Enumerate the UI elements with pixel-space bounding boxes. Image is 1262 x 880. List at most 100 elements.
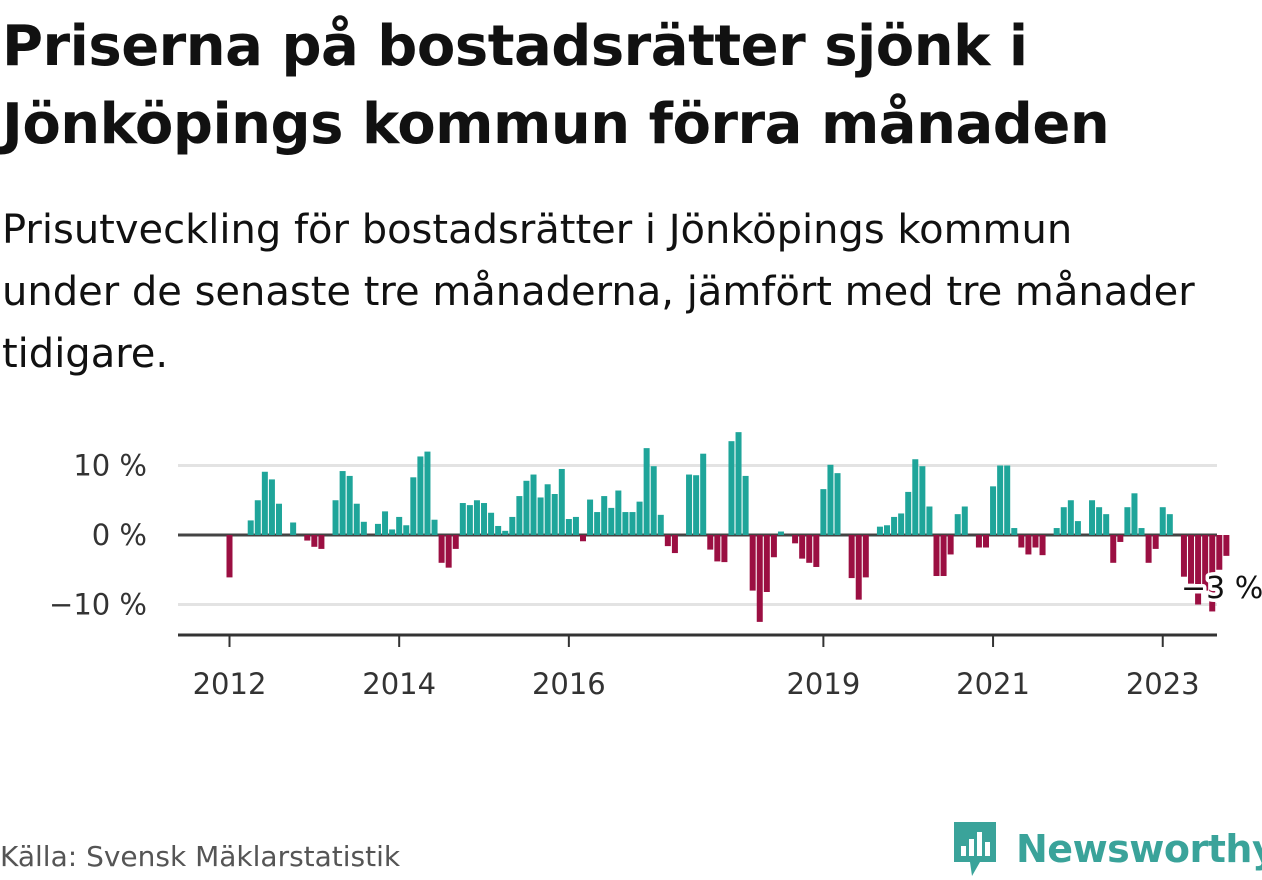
bar <box>728 441 735 535</box>
bar <box>1159 507 1166 535</box>
bar <box>905 491 912 535</box>
bar <box>389 529 396 535</box>
bar <box>919 466 926 535</box>
bar <box>827 464 834 535</box>
bar <box>1004 465 1011 535</box>
bar <box>756 535 763 622</box>
newsworthy-logo-icon <box>954 822 996 876</box>
bar <box>1166 514 1173 535</box>
annotation-layer: −3 % <box>1177 568 1262 610</box>
bar <box>481 503 488 535</box>
brand-name: Newsworthy <box>1016 827 1262 871</box>
bar <box>735 432 742 535</box>
bar <box>587 499 594 536</box>
bar <box>459 503 466 535</box>
bar <box>876 526 883 535</box>
bar <box>657 514 664 535</box>
bar <box>664 535 671 547</box>
bar <box>558 468 565 535</box>
bar <box>671 535 678 554</box>
bar <box>1074 521 1081 535</box>
bar <box>509 516 516 535</box>
bar <box>1202 535 1209 591</box>
bar <box>1053 528 1060 535</box>
bar <box>382 511 389 535</box>
bar <box>311 535 318 547</box>
last-value-annotation: −3 % <box>1181 571 1262 606</box>
bar <box>982 535 989 548</box>
bar <box>346 475 353 535</box>
bar <box>770 535 777 558</box>
chart-title: Priserna på bostadsrätter sjönk i Jönköp… <box>2 14 1110 157</box>
bar <box>275 503 282 535</box>
bar <box>622 512 629 535</box>
bar <box>650 466 657 535</box>
bar <box>452 535 459 549</box>
bar <box>1032 535 1039 548</box>
x-tick-label: 2021 <box>956 667 1030 701</box>
bar <box>318 535 325 549</box>
bar <box>862 535 869 578</box>
y-tick-label: −10 % <box>49 588 147 622</box>
x-tick-label: 2016 <box>532 667 606 701</box>
bar <box>1110 535 1117 563</box>
bar <box>714 535 721 562</box>
bar <box>254 500 261 535</box>
bar <box>502 530 509 535</box>
bar <box>813 535 820 567</box>
bar <box>997 465 1004 535</box>
bar <box>608 507 615 535</box>
bar <box>1131 493 1138 535</box>
bar <box>721 535 728 563</box>
bar <box>268 479 275 535</box>
bar <box>1018 535 1025 548</box>
x-tick-label: 2014 <box>362 667 436 701</box>
bar <box>848 535 855 579</box>
x-axis-ticks: 2012 2014 2016 2019 2021 2023 <box>193 635 1200 701</box>
bar <box>580 535 586 542</box>
bar <box>806 535 813 563</box>
bar <box>749 535 756 591</box>
bar <box>990 486 997 535</box>
bar <box>374 523 381 535</box>
chart-subtitle: Prisutveckling för bostadsrätter i Jönkö… <box>2 207 1195 377</box>
bar <box>304 535 311 541</box>
bar <box>438 535 445 563</box>
bar-chart: −10 % 0 % 10 % 2012 2014 2016 2019 2021 2023 −3… <box>49 432 1262 701</box>
bar <box>636 501 643 535</box>
y-tick-label: 0 % <box>92 518 147 552</box>
bar <box>516 496 523 535</box>
bar <box>488 512 495 535</box>
bar <box>466 505 473 535</box>
bar <box>954 514 961 535</box>
bar <box>777 531 784 536</box>
bar <box>360 521 367 536</box>
bar <box>693 475 700 535</box>
brand-logo: Newsworthy <box>950 818 1262 880</box>
bar <box>551 494 558 536</box>
bars <box>226 432 1230 622</box>
bar <box>1152 535 1159 549</box>
bar <box>396 516 403 535</box>
bar <box>742 475 749 535</box>
bar <box>1117 535 1124 542</box>
bar <box>523 480 530 535</box>
bar <box>1089 500 1096 535</box>
bar <box>1145 535 1152 563</box>
bar <box>975 535 982 548</box>
bar <box>261 471 268 535</box>
bar <box>431 519 438 535</box>
bar <box>763 535 770 592</box>
bar <box>1025 535 1032 555</box>
bar <box>933 535 940 577</box>
bar <box>1096 507 1103 535</box>
bar <box>495 525 502 536</box>
bar <box>700 453 707 535</box>
bar <box>686 474 693 535</box>
bar <box>537 497 544 535</box>
bar <box>290 522 297 535</box>
bar <box>799 535 806 559</box>
bar <box>1188 535 1195 584</box>
bar <box>891 516 898 535</box>
bar <box>1011 528 1018 535</box>
